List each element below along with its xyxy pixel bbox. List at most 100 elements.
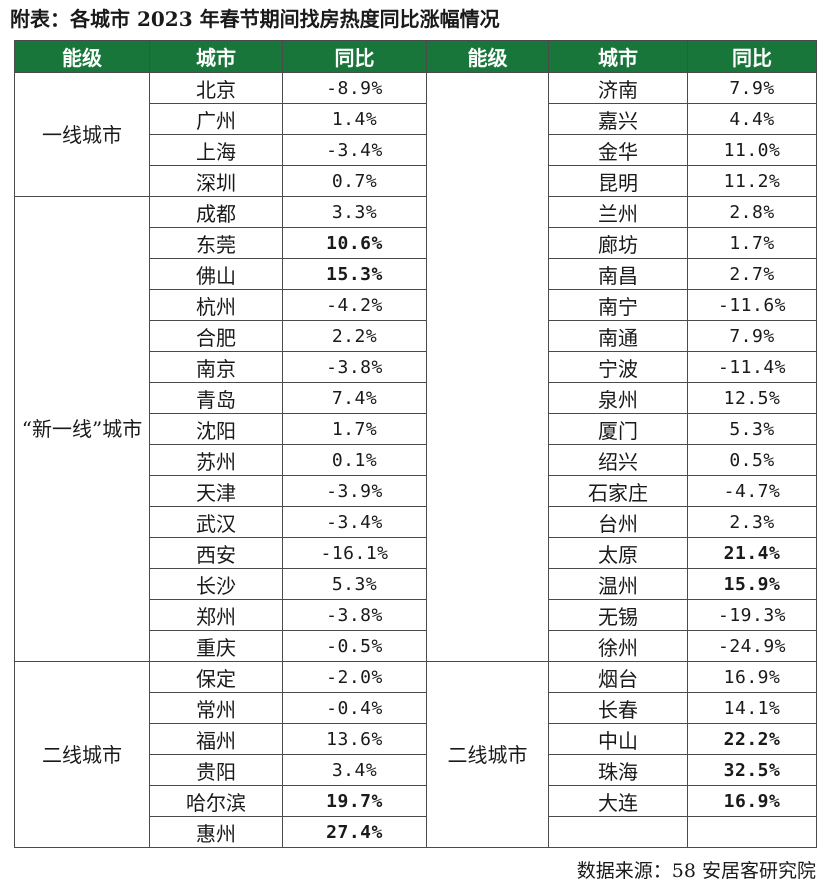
table-row: 杭州 -4.2% 南宁 -11.6% <box>15 289 817 321</box>
yoy-cell: 1.4% <box>282 103 427 135</box>
yoy-cell: 7.9% <box>687 320 817 352</box>
table-row: 沈阳 1.7% 厦门 5.3% <box>15 413 817 445</box>
city-cell: 保定 <box>149 661 283 693</box>
city-cell: 厦门 <box>548 413 688 445</box>
table-row: 惠州 27.4% <box>15 816 817 848</box>
table-row: 东莞 10.6% 廊坊 1.7% <box>15 227 817 259</box>
yoy-cell: 16.9% <box>687 785 817 817</box>
city-cell: 南京 <box>149 351 283 383</box>
yoy-cell: 21.4% <box>687 537 817 569</box>
col-header-tier-left: 能级 <box>14 40 150 73</box>
yoy-cell: 5.3% <box>282 568 427 600</box>
yoy-cell: 0.7% <box>282 165 427 197</box>
city-cell: 石家庄 <box>548 475 688 507</box>
yoy-cell: 3.4% <box>282 754 427 786</box>
yoy-cell: -16.1% <box>282 537 427 569</box>
yoy-cell: -3.4% <box>282 134 427 166</box>
table-row: 合肥 2.2% 南通 7.9% <box>15 320 817 352</box>
city-cell: 珠海 <box>548 754 688 786</box>
col-header-yoy-left: 同比 <box>282 40 427 73</box>
yoy-cell: -11.6% <box>687 289 817 321</box>
city-cell: 嘉兴 <box>548 103 688 135</box>
city-cell: 昆明 <box>548 165 688 197</box>
table-row: 郑州 -3.8% 无锡 -19.3% <box>15 599 817 631</box>
yoy-cell: 12.5% <box>687 382 817 414</box>
yoy-cell: -19.3% <box>687 599 817 631</box>
city-cell: 天津 <box>149 475 283 507</box>
yoy-cell: 3.3% <box>282 196 427 228</box>
city-cell: 佛山 <box>149 258 283 290</box>
table-row: 福州 13.6% 中山 22.2% <box>15 723 817 755</box>
table-row: 长沙 5.3% 温州 15.9% <box>15 568 817 600</box>
col-header-tier-right: 能级 <box>426 40 549 73</box>
table-row: 贵阳 3.4% 珠海 32.5% <box>15 754 817 786</box>
yoy-cell: 22.2% <box>687 723 817 755</box>
yoy-cell: 14.1% <box>687 692 817 724</box>
city-cell: 徐州 <box>548 630 688 662</box>
table-row: 深圳 0.7% 昆明 11.2% <box>15 165 817 197</box>
table-body: 一线城市 北京 -8.9% 济南 7.9% 广州 1.4% 嘉兴 4.4% 上海 -3.4% 金华 11… <box>14 72 817 848</box>
tier-label-left: 二线城市 <box>14 661 150 848</box>
city-cell: 宁波 <box>548 351 688 383</box>
city-cell: 无锡 <box>548 599 688 631</box>
page-title: 附表：各城市 2023 年春节期间找房热度同比涨幅情况 <box>10 7 500 31</box>
table-header-row: 能级 城市 同比 能级 城市 同比 <box>14 40 817 73</box>
city-cell: 廊坊 <box>548 227 688 259</box>
yoy-cell: -11.4% <box>687 351 817 383</box>
city-cell: 长春 <box>548 692 688 724</box>
tier-label-left: “新一线”城市 <box>14 196 150 662</box>
yoy-cell: 27.4% <box>282 816 427 848</box>
yoy-cell: 2.8% <box>687 196 817 228</box>
city-cell: 温州 <box>548 568 688 600</box>
city-cell: 泉州 <box>548 382 688 414</box>
yoy-cell: 2.7% <box>687 258 817 290</box>
tier-label-right: 二线城市 <box>426 661 549 848</box>
data-source-note: 数据来源：58 安居客研究院 <box>576 860 816 882</box>
city-cell: 青岛 <box>149 382 283 414</box>
yoy-cell: 0.5% <box>687 444 817 476</box>
yoy-cell: 1.7% <box>687 227 817 259</box>
col-header-city-left: 城市 <box>149 40 283 73</box>
city-cell: 长沙 <box>149 568 283 600</box>
tier-label-right <box>426 72 549 662</box>
city-cell: 哈尔滨 <box>149 785 283 817</box>
yoy-cell: -3.9% <box>282 475 427 507</box>
yoy-cell: 10.6% <box>282 227 427 259</box>
yoy-cell: 2.3% <box>687 506 817 538</box>
yoy-cell: 13.6% <box>282 723 427 755</box>
city-cell: 济南 <box>548 72 688 104</box>
yoy-cell: 15.3% <box>282 258 427 290</box>
yoy-cell: 7.9% <box>687 72 817 104</box>
city-cell: 中山 <box>548 723 688 755</box>
table-row: 武汉 -3.4% 台州 2.3% <box>15 506 817 538</box>
city-cell: 郑州 <box>149 599 283 631</box>
yoy-cell: -0.4% <box>282 692 427 724</box>
table-row: 天津 -3.9% 石家庄 -4.7% <box>15 475 817 507</box>
table-row: 常州 -0.4% 长春 14.1% <box>15 692 817 724</box>
city-cell: 烟台 <box>548 661 688 693</box>
city-cell: 福州 <box>149 723 283 755</box>
city-cell: 兰州 <box>548 196 688 228</box>
city-cell: 惠州 <box>149 816 283 848</box>
city-cell: 南通 <box>548 320 688 352</box>
city-cell: 杭州 <box>149 289 283 321</box>
city-cell: 重庆 <box>149 630 283 662</box>
city-cell: 西安 <box>149 537 283 569</box>
table-row: 哈尔滨 19.7% 大连 16.9% <box>15 785 817 817</box>
city-cell: 深圳 <box>149 165 283 197</box>
city-cell: 北京 <box>149 72 283 104</box>
city-cell: 成都 <box>149 196 283 228</box>
yoy-cell: -8.9% <box>282 72 427 104</box>
tier-label-left: 一线城市 <box>14 72 150 197</box>
table-row: 佛山 15.3% 南昌 2.7% <box>15 258 817 290</box>
city-cell: 广州 <box>149 103 283 135</box>
yoy-cell: 19.7% <box>282 785 427 817</box>
yoy-cell: 32.5% <box>687 754 817 786</box>
yoy-cell: 15.9% <box>687 568 817 600</box>
table-row: 二线城市 保定 -2.0% 二线城市 烟台 16.9% <box>14 661 817 848</box>
city-cell: 太原 <box>548 537 688 569</box>
city-cell: 合肥 <box>149 320 283 352</box>
yoy-cell: 4.4% <box>687 103 817 135</box>
city-cell: 台州 <box>548 506 688 538</box>
city-cell: 金华 <box>548 134 688 166</box>
